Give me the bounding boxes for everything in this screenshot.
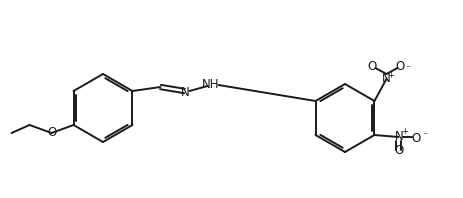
Text: O: O xyxy=(47,127,56,140)
Text: NH: NH xyxy=(201,78,219,91)
Text: +: + xyxy=(400,128,407,136)
Text: N: N xyxy=(381,71,390,85)
Text: ⁻: ⁻ xyxy=(421,131,426,141)
Text: O: O xyxy=(411,131,420,145)
Text: ⁻: ⁻ xyxy=(404,64,409,74)
Text: O: O xyxy=(367,61,376,73)
Text: O: O xyxy=(395,61,404,73)
Text: N: N xyxy=(394,130,403,144)
Text: O: O xyxy=(394,145,403,157)
Text: +: + xyxy=(386,70,393,80)
Text: N: N xyxy=(181,86,189,98)
